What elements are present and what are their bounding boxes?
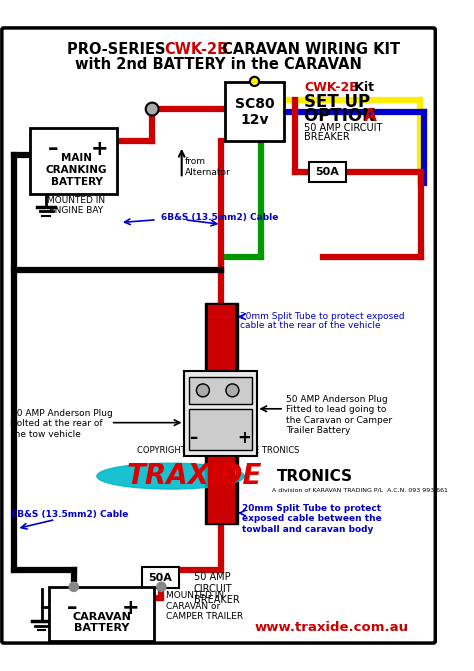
Circle shape	[250, 76, 259, 86]
Circle shape	[69, 582, 78, 591]
Text: Kit: Kit	[350, 81, 374, 95]
Text: TRONICS: TRONICS	[277, 468, 353, 484]
Text: +: +	[237, 429, 251, 448]
Bar	[209, 305, 234, 370]
Text: +: +	[122, 598, 140, 618]
Text: 50A: 50A	[148, 572, 173, 582]
Text: www.traxide.com.au: www.traxide.com.au	[255, 621, 409, 634]
Text: 50 AMP
CIRCUIT
BREAKER: 50 AMP CIRCUIT BREAKER	[194, 572, 239, 605]
FancyBboxPatch shape	[225, 83, 284, 142]
Text: from
Alternator: from Alternator	[184, 158, 230, 177]
Text: PRO-SERIES: PRO-SERIES	[67, 42, 171, 57]
Text: 50 AMP Anderson Plug
bolted at the rear of
the tow vehicle: 50 AMP Anderson Plug bolted at the rear …	[11, 409, 113, 439]
Text: MOUNTED IN
CARAVAN or
CAMPER TRAILER: MOUNTED IN CARAVAN or CAMPER TRAILER	[166, 591, 243, 621]
FancyBboxPatch shape	[2, 28, 435, 643]
FancyBboxPatch shape	[142, 568, 179, 588]
Bar	[205, 455, 238, 524]
Circle shape	[157, 582, 166, 591]
Text: OPTION: OPTION	[304, 107, 382, 125]
Text: 20mm Split Tube to protect exposed: 20mm Split Tube to protect exposed	[240, 312, 404, 321]
Text: with 2nd BATTERY in the CARAVAN: with 2nd BATTERY in the CARAVAN	[75, 56, 362, 72]
Bar	[189, 376, 252, 404]
Bar	[209, 457, 234, 522]
Text: CARAVAN WIRING KIT: CARAVAN WIRING KIT	[217, 42, 400, 57]
Text: COPYRIGHT © 2008 TRAXIDE TRONICS: COPYRIGHT © 2008 TRAXIDE TRONICS	[137, 446, 300, 455]
Text: A division of KARAVAN TRADING P/L  A.C.N. 093 993 661: A division of KARAVAN TRADING P/L A.C.N.…	[272, 487, 448, 493]
Text: CWK-2B: CWK-2B	[304, 81, 359, 95]
FancyBboxPatch shape	[30, 127, 117, 194]
Ellipse shape	[97, 463, 245, 489]
Text: 50 AMP Anderson Plug
Fitted to lead going to
the Caravan or Camper
Trailer Batte: 50 AMP Anderson Plug Fitted to lead goin…	[286, 395, 392, 435]
Text: 50 AMP CIRCUIT: 50 AMP CIRCUIT	[304, 123, 383, 133]
Text: 6B&S (13.5mm2) Cable: 6B&S (13.5mm2) Cable	[11, 510, 128, 519]
Text: +: +	[91, 139, 109, 158]
Bar	[205, 303, 238, 372]
Text: SC80
12v: SC80 12v	[235, 97, 274, 127]
Text: MAIN
CRANKING
BATTERY: MAIN CRANKING BATTERY	[46, 154, 107, 187]
Text: 20mm Split Tube to protect
exposed cable between the
towball and caravan body: 20mm Split Tube to protect exposed cable…	[242, 504, 382, 533]
FancyBboxPatch shape	[309, 162, 346, 182]
Text: 6B&S (13.5mm2) Cable: 6B&S (13.5mm2) Cable	[161, 213, 279, 222]
Text: 50A: 50A	[316, 167, 339, 176]
Circle shape	[146, 103, 159, 115]
Text: CWK-2B: CWK-2B	[164, 42, 228, 57]
Text: cable at the rear of the vehicle: cable at the rear of the vehicle	[240, 321, 381, 330]
Bar	[189, 409, 252, 450]
Text: TRAXIDE: TRAXIDE	[127, 462, 262, 490]
Text: SET UP: SET UP	[304, 93, 371, 111]
Circle shape	[226, 384, 239, 397]
Text: –: –	[48, 139, 59, 158]
Text: –: –	[67, 598, 77, 618]
Text: CARAVAN
BATTERY: CARAVAN BATTERY	[72, 612, 131, 633]
Text: A: A	[365, 107, 377, 125]
Text: BREAKER: BREAKER	[304, 132, 350, 142]
Text: MOUNTED IN
ENGINE BAY: MOUNTED IN ENGINE BAY	[47, 196, 106, 215]
Text: –: –	[190, 429, 198, 448]
FancyBboxPatch shape	[183, 371, 257, 456]
FancyBboxPatch shape	[49, 587, 154, 641]
Circle shape	[196, 384, 210, 397]
